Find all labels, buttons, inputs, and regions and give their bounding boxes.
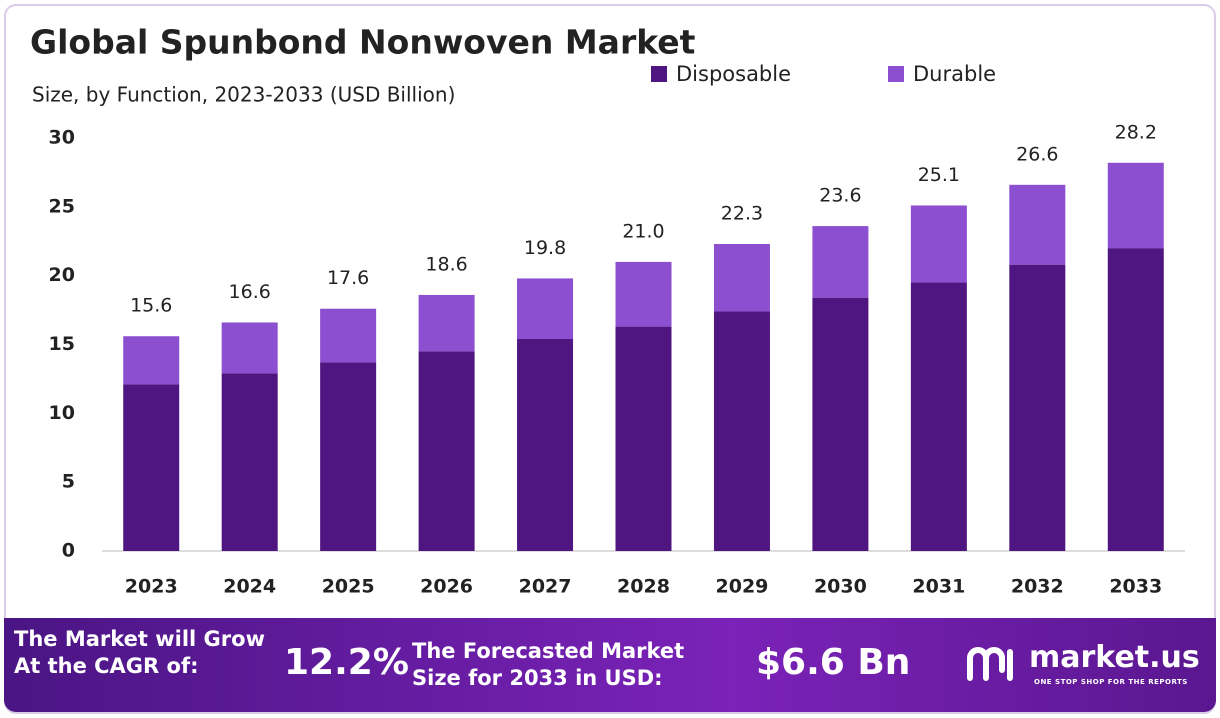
- x-tick-label: 2031: [912, 576, 965, 598]
- y-tick-label: 30: [49, 127, 75, 149]
- logo: [967, 647, 1013, 681]
- y-tick-label: 25: [49, 195, 75, 217]
- total-label: 18.6: [425, 253, 467, 275]
- x-tick-label: 2026: [420, 576, 473, 598]
- x-tick-label: 2027: [519, 576, 572, 598]
- total-label: 17.6: [327, 267, 369, 289]
- bar-segment: [615, 326, 672, 551]
- bar-segment: [418, 294, 475, 352]
- legend-label: Disposable: [676, 62, 791, 86]
- frame: [4, 4, 1216, 714]
- bar-segment: [812, 226, 869, 298]
- total-label: 15.6: [130, 295, 172, 317]
- bar-segment: [1009, 184, 1066, 265]
- total-label: 23.6: [819, 185, 861, 207]
- x-tick-label: 2032: [1011, 576, 1064, 598]
- bar-segment: [1107, 248, 1164, 551]
- bar-segment: [221, 322, 278, 374]
- total-label: 22.3: [721, 203, 763, 225]
- text: Size for 2033 in USD:: [412, 666, 663, 690]
- legend-swatch: [888, 66, 904, 82]
- chart-subtitle: Size, by Function, 2023-2033 (USD Billio…: [32, 83, 455, 107]
- cagr-value: 12.2%: [284, 642, 409, 683]
- text: The Market will Grow: [14, 627, 265, 651]
- x-tick-label: 2030: [814, 576, 867, 598]
- bar-segment: [123, 384, 180, 551]
- bar-segment: [713, 311, 770, 551]
- bar-segment: [123, 336, 180, 385]
- total-label: 21.0: [622, 220, 664, 242]
- bar-segment: [812, 297, 869, 551]
- footer: The Market will Grow At the CAGR of: 12.2…: [4, 618, 1216, 712]
- y-tick-label: 5: [62, 471, 75, 493]
- x-tick-label: 2028: [617, 576, 670, 598]
- total-label: 26.6: [1016, 143, 1058, 165]
- x-tick-label: 2033: [1109, 576, 1162, 598]
- legend-label: Durable: [913, 62, 996, 86]
- y-tick-label: 20: [49, 264, 75, 286]
- bar-segment: [517, 278, 574, 339]
- total-label: 28.2: [1115, 121, 1157, 143]
- bar-segment: [1009, 264, 1066, 551]
- total-label: 25.1: [918, 164, 960, 186]
- tagline: ONE STOP SHOP FOR THE REPORTS: [1034, 678, 1188, 686]
- bar-segment: [910, 282, 967, 551]
- total-label: 16.6: [229, 281, 271, 303]
- y-tick-label: 0: [62, 540, 75, 562]
- text: At the CAGR of:: [14, 654, 199, 678]
- bar-segment: [615, 261, 672, 327]
- bar-segment: [320, 308, 377, 363]
- bar-segment: [418, 351, 475, 551]
- text: The Forecasted Market: [412, 639, 685, 663]
- bar-segment: [517, 338, 574, 551]
- bar-segment: [221, 373, 278, 551]
- bar-segment: [910, 205, 967, 283]
- bar-segment: [1107, 162, 1164, 249]
- x-tick-label: 2024: [223, 576, 276, 598]
- brand: market.us: [1029, 640, 1200, 675]
- x-tick-label: 2025: [322, 576, 375, 598]
- forecast-value: $6.6 Bn: [756, 642, 911, 683]
- bar-segment: [320, 362, 377, 551]
- chart-title: Global Spunbond Nonwoven Market: [30, 23, 696, 62]
- forecast-text: The Forecasted Market Size for 2033 in US…: [412, 638, 684, 692]
- legend-swatch: [651, 66, 667, 82]
- x-tick-label: 2023: [125, 576, 178, 598]
- x-tick-label: 2029: [716, 576, 769, 598]
- cagr-text: The Market will Grow At the CAGR of:: [14, 626, 265, 680]
- y-tick-label: 15: [49, 333, 75, 355]
- bar-segment: [713, 244, 770, 312]
- y-tick-label: 10: [49, 402, 75, 424]
- total-label: 19.8: [524, 237, 566, 259]
